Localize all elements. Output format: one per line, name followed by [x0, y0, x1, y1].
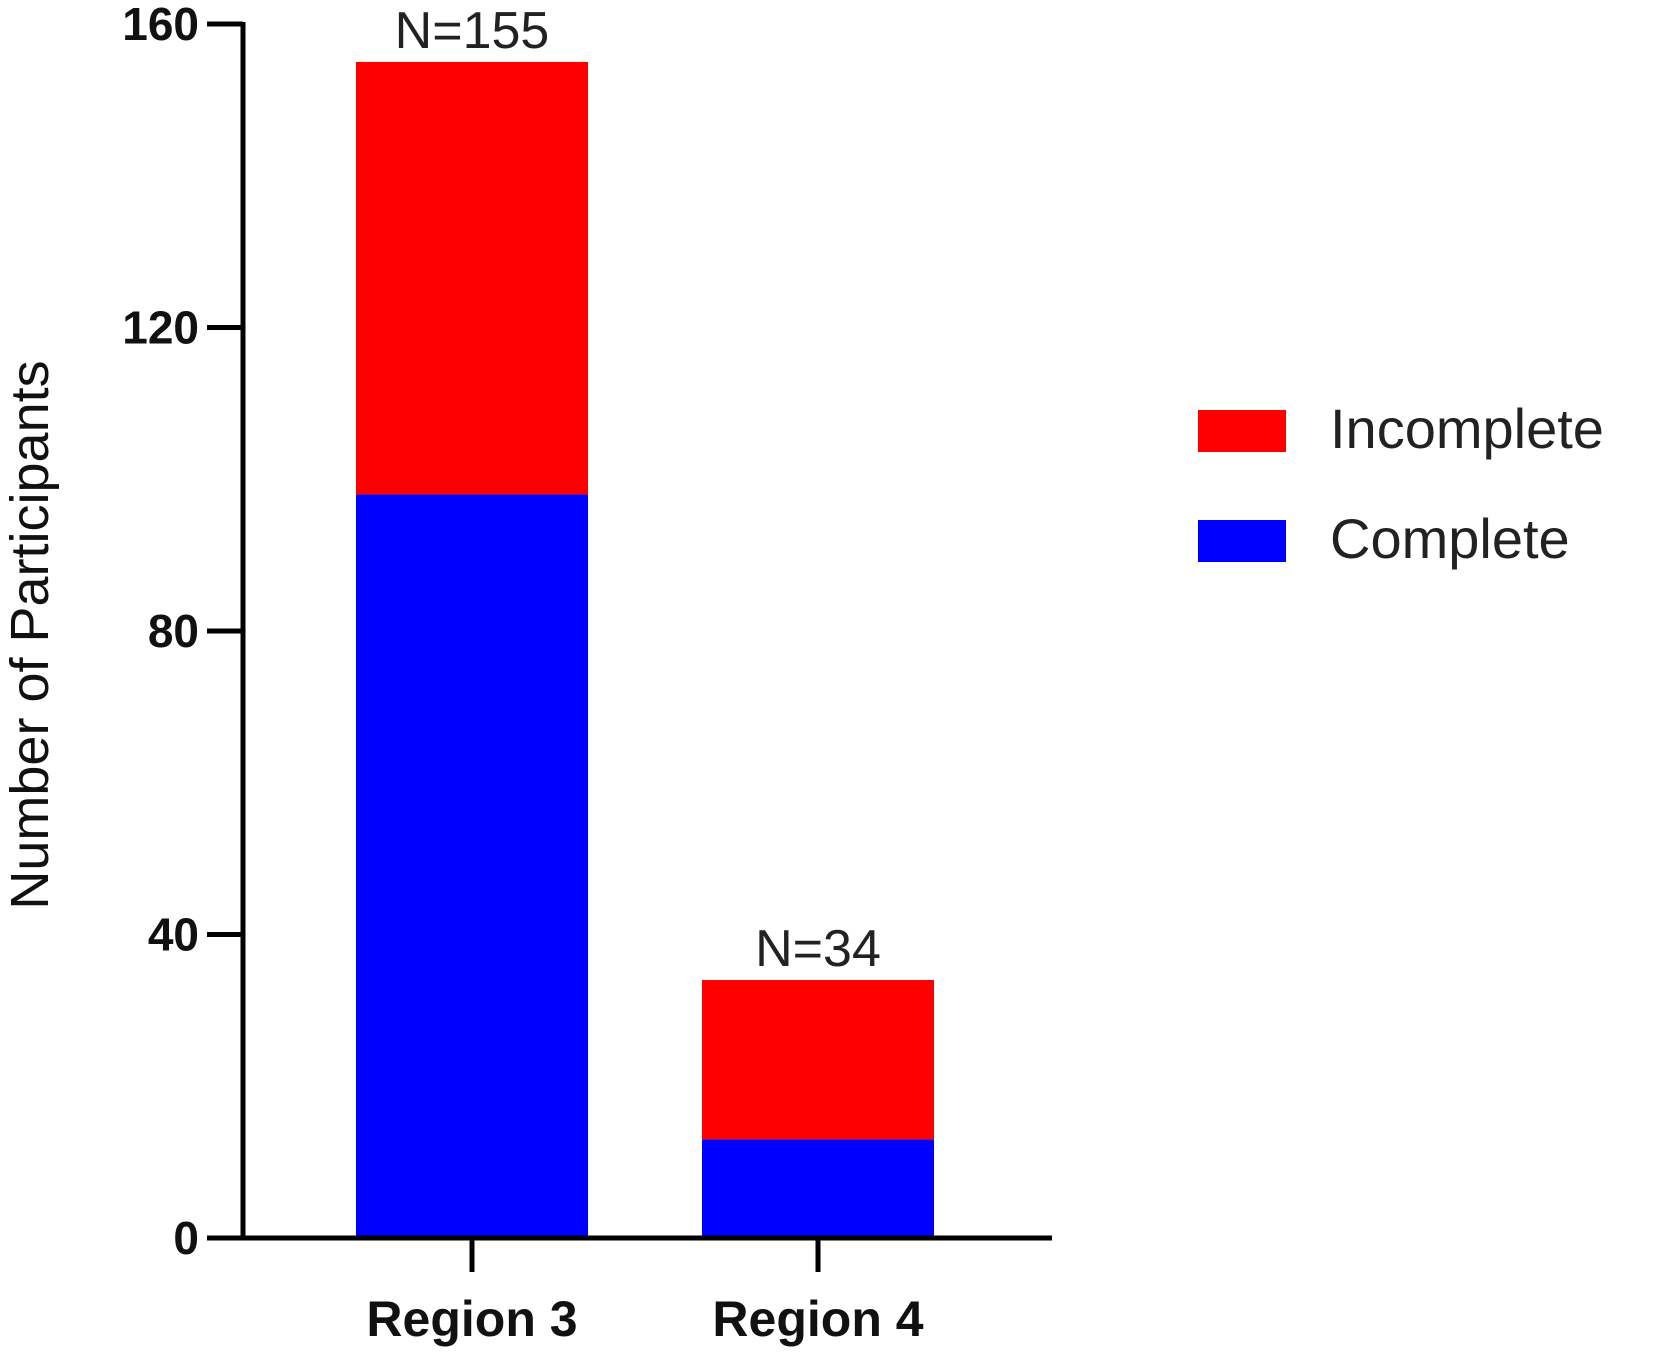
- legend-swatch-complete: [1198, 520, 1286, 562]
- y-tick-label-120: 120: [122, 302, 199, 354]
- legend-label-incomplete: Incomplete: [1330, 397, 1604, 460]
- y-axis-label: Number of Participants: [0, 360, 60, 909]
- bar-incomplete-1: [356, 61, 588, 495]
- plot-area: N=155 N=34: [356, 2, 934, 1238]
- legend-swatch-incomplete: [1198, 410, 1286, 452]
- x-tick-label-1: Region 3: [366, 1291, 577, 1347]
- bar-total-label-1: N=155: [395, 2, 550, 60]
- y-tick-label-160: 160: [122, 0, 199, 50]
- y-tick-label-40: 40: [148, 909, 199, 961]
- bar-complete-2: [702, 1139, 934, 1238]
- legend: Incomplete Complete: [1198, 397, 1604, 570]
- axes: 0 40 80 120 160 Region 3 Region 4: [122, 0, 1052, 1347]
- y-tick-label-80: 80: [148, 605, 199, 657]
- x-tick-label-2: Region 4: [712, 1291, 923, 1347]
- bar-complete-1: [356, 494, 588, 1238]
- bar-incomplete-2: [702, 980, 934, 1140]
- bar-total-label-2: N=34: [755, 920, 881, 978]
- legend-label-complete: Complete: [1330, 507, 1570, 570]
- y-tick-label-0: 0: [173, 1212, 199, 1264]
